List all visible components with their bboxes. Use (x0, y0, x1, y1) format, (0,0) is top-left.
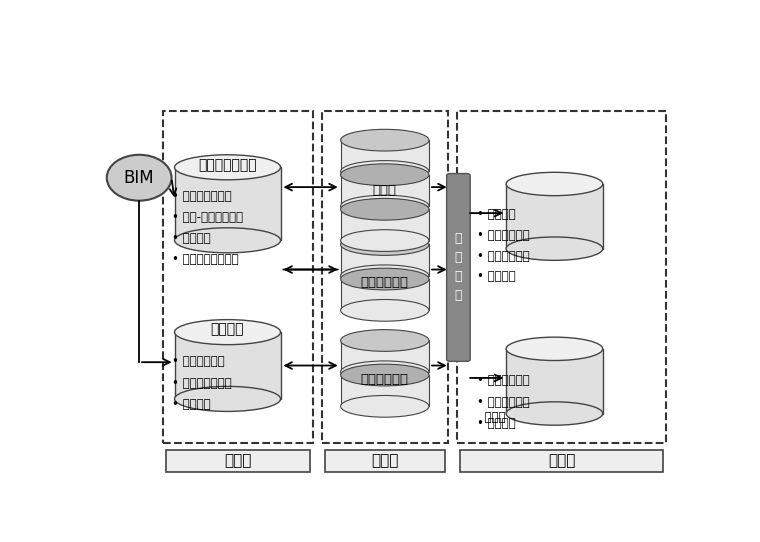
FancyBboxPatch shape (461, 450, 663, 473)
Ellipse shape (175, 155, 280, 180)
FancyBboxPatch shape (447, 173, 470, 362)
Ellipse shape (340, 234, 429, 255)
Ellipse shape (506, 172, 603, 196)
Text: • 空间漫游: • 空间漫游 (477, 208, 515, 221)
Polygon shape (340, 279, 429, 311)
Text: 数据仓库: 数据仓库 (211, 322, 244, 336)
Polygon shape (340, 140, 429, 171)
Text: BIM: BIM (124, 169, 154, 187)
Text: • 管理和流程信息: • 管理和流程信息 (172, 377, 231, 390)
FancyBboxPatch shape (325, 450, 445, 473)
Ellipse shape (340, 230, 429, 251)
Text: 可视化
图形展示: 可视化 图形展示 (369, 184, 401, 212)
Ellipse shape (506, 402, 603, 425)
Text: • 图形-数据关联控制: • 图形-数据关联控制 (172, 211, 242, 224)
Text: • 空间出租管理: • 空间出租管理 (477, 249, 529, 262)
Text: 应用层: 应用层 (548, 453, 575, 468)
Ellipse shape (340, 364, 429, 386)
Text: 数据库: 数据库 (224, 453, 252, 468)
Polygon shape (340, 375, 429, 406)
Polygon shape (506, 349, 603, 414)
Polygon shape (340, 244, 429, 276)
Ellipse shape (340, 268, 429, 290)
Polygon shape (175, 167, 280, 240)
Text: 管
理
门
户: 管 理 门 户 (454, 233, 462, 302)
Text: • 设施基础数据: • 设施基础数据 (172, 355, 224, 368)
Ellipse shape (506, 237, 603, 260)
FancyBboxPatch shape (166, 450, 310, 473)
Ellipse shape (340, 265, 429, 287)
Circle shape (106, 155, 172, 201)
Polygon shape (340, 209, 429, 241)
Ellipse shape (175, 228, 280, 253)
Ellipse shape (175, 320, 280, 345)
Text: 建筑空间管理: 建筑空间管理 (361, 275, 409, 288)
Text: • 设施检查、检
  测管理: • 设施检查、检 测管理 (477, 396, 529, 424)
Text: • 用户信息: • 用户信息 (172, 398, 211, 411)
Text: 空间图形数据库: 空间图形数据库 (198, 158, 257, 172)
Text: • 统计分析: • 统计分析 (477, 417, 515, 430)
Text: • 图形引擎: • 图形引擎 (172, 232, 211, 245)
Text: • 集成三维模型数据: • 集成三维模型数据 (172, 253, 238, 266)
Text: • 统计分析: • 统计分析 (477, 270, 515, 283)
Text: • 空间功能分配: • 空间功能分配 (477, 229, 529, 242)
Polygon shape (175, 332, 280, 399)
Ellipse shape (340, 198, 429, 220)
Ellipse shape (340, 164, 429, 185)
Text: • 设施信息查询: • 设施信息查询 (477, 374, 529, 387)
Ellipse shape (175, 386, 280, 411)
Ellipse shape (340, 396, 429, 417)
Ellipse shape (506, 337, 603, 360)
Polygon shape (506, 184, 603, 249)
Ellipse shape (340, 361, 429, 383)
Polygon shape (340, 340, 429, 372)
Ellipse shape (340, 130, 429, 151)
Ellipse shape (340, 300, 429, 321)
Polygon shape (340, 175, 429, 206)
Text: • 基础图形数据库: • 基础图形数据库 (172, 190, 231, 203)
Ellipse shape (340, 330, 429, 351)
Text: 功能层: 功能层 (372, 453, 399, 468)
Ellipse shape (340, 160, 429, 182)
Text: 设施运维管理: 设施运维管理 (361, 373, 409, 386)
Ellipse shape (340, 195, 429, 217)
